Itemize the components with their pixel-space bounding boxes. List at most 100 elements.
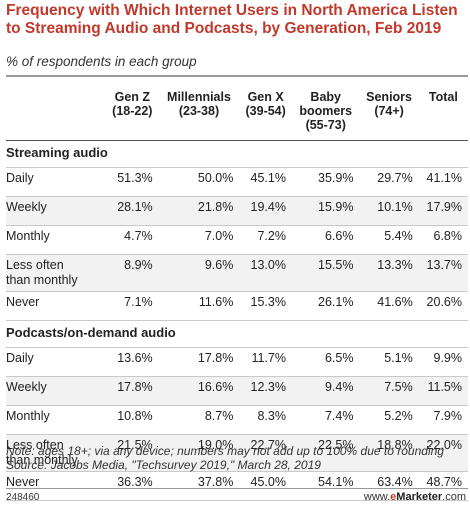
brand-e: e	[390, 491, 397, 503]
column-header-line: Total	[428, 90, 458, 104]
table-row: Daily 51.3% 50.0% 45.1% 35.9% 29.7% 41.1%	[6, 167, 468, 197]
data-cell: 4.7%	[106, 225, 159, 255]
data-cell: 26.1%	[291, 291, 360, 321]
data-cell: 13.3%	[359, 254, 419, 292]
data-cell: 10.8%	[106, 405, 159, 435]
data-cell: 45.1%	[239, 167, 292, 197]
section-header-row: Streaming audio	[6, 140, 468, 168]
column-header: Millennials (23-38)	[158, 90, 240, 141]
column-header-line: boomers	[299, 104, 353, 118]
data-cell: 12.3%	[239, 376, 292, 406]
row-label: Monthly	[6, 405, 106, 435]
row-label-line: Monthly	[6, 409, 50, 423]
column-header-line: (18-22)	[112, 104, 153, 118]
data-cell: 11.7%	[239, 347, 292, 377]
data-cell: 13.7%	[418, 254, 468, 292]
data-cell: 10.1%	[359, 196, 419, 226]
data-cell: 7.0%	[158, 225, 240, 255]
column-header: Gen Z (18-22)	[106, 90, 159, 141]
data-cell: 16.6%	[158, 376, 240, 406]
data-cell: 13.0%	[239, 254, 292, 292]
data-cell: 28.1%	[106, 196, 159, 226]
data-cell: 21.8%	[158, 196, 240, 226]
table-row: Never 7.1% 11.6% 15.3% 26.1% 41.6% 20.6%	[6, 291, 468, 321]
row-label-line: Monthly	[6, 229, 50, 243]
row-label-line: Daily	[6, 171, 34, 185]
row-label-line: Daily	[6, 351, 34, 365]
data-cell: 11.5%	[418, 376, 468, 406]
table-row: Less often than monthly 8.9% 9.6% 13.0% 15.5%…	[6, 254, 468, 292]
data-cell: 8.3%	[239, 405, 292, 435]
data-cell: 17.8%	[158, 347, 240, 377]
row-label-line: than monthly	[6, 453, 78, 467]
chart-id: 248460	[6, 492, 40, 503]
row-label: Less often than monthly	[6, 434, 106, 472]
data-cell: 22.5%	[291, 434, 360, 472]
column-header: Total	[418, 90, 468, 141]
column-header-line: (23-38)	[178, 104, 220, 118]
row-label-line: Weekly	[6, 380, 47, 394]
data-cell: 9.4%	[291, 376, 360, 406]
data-cell: 37.8%	[158, 471, 240, 501]
data-cell: 8.7%	[158, 405, 240, 435]
brand-suffix: .com	[442, 491, 466, 503]
column-header: Seniors (74+)	[359, 90, 419, 141]
section-header-row: Podcasts/on-demand audio	[6, 320, 468, 348]
row-label: Daily	[6, 167, 106, 197]
row-label-line: Never	[6, 295, 40, 309]
column-header: Baby boomers (55-73)	[291, 90, 360, 141]
column-header-line: Gen Z	[114, 90, 151, 104]
data-cell: 22.0%	[418, 434, 468, 472]
data-cell: 20.6%	[418, 291, 468, 321]
data-cell: 5.1%	[359, 347, 419, 377]
header-row: Gen Z (18-22) Millennials (23-38) Gen X (39-5…	[6, 90, 468, 141]
brand-prefix: www.	[363, 491, 391, 503]
column-header-line: (74+)	[374, 104, 404, 118]
data-cell: 50.0%	[158, 167, 240, 197]
row-label: Daily	[6, 347, 106, 377]
column-header-line: (39-54)	[245, 104, 286, 118]
source-text: Source: Jacobs Media, "Techsurvey 2019,"…	[6, 457, 321, 472]
data-cell: 13.6%	[106, 347, 159, 377]
data-cell: 9.6%	[158, 254, 240, 292]
data-cell: 54.1%	[291, 471, 360, 501]
column-header-line: Millennials	[167, 90, 231, 104]
data-cell: 22.7%	[239, 434, 292, 472]
row-label-line: Less often	[6, 258, 64, 272]
data-cell: 6.5%	[291, 347, 360, 377]
section-title: Streaming audio	[6, 140, 468, 168]
data-cell: 7.9%	[418, 405, 468, 435]
data-cell: 21.5%	[106, 434, 159, 472]
data-cell: 29.7%	[359, 167, 419, 197]
table-body: Streaming audio Daily 51.3% 50.0% 45.1% 35.9%…	[6, 140, 468, 501]
footer-divider	[6, 488, 468, 489]
row-label-line: than monthly	[6, 273, 78, 287]
data-cell: 5.2%	[359, 405, 419, 435]
table-row: Daily 13.6% 17.8% 11.7% 6.5% 5.1% 9.9%	[6, 347, 468, 377]
data-cell: 9.9%	[418, 347, 468, 377]
data-cell: 7.2%	[239, 225, 292, 255]
table-row: Monthly 4.7% 7.0% 7.2% 6.6% 5.4% 6.8%	[6, 225, 468, 255]
data-cell: 36.3%	[106, 471, 159, 501]
data-cell: 35.9%	[291, 167, 360, 197]
data-cell: 45.0%	[239, 471, 292, 501]
data-cell: 15.5%	[291, 254, 360, 292]
row-label-line: Never	[6, 475, 40, 489]
row-label: Weekly	[6, 376, 106, 406]
data-cell: 17.9%	[418, 196, 468, 226]
data-cell: 15.9%	[291, 196, 360, 226]
brand-name: Marketer	[396, 491, 443, 503]
table-row: Never 36.3% 37.8% 45.0% 54.1% 63.4% 48.7%	[6, 471, 468, 501]
data-cell: 11.6%	[158, 291, 240, 321]
data-cell: 15.3%	[239, 291, 292, 321]
note-text: Note: ages 18+; via any device; numbers …	[6, 444, 444, 458]
row-label: Weekly	[6, 196, 106, 226]
brand-logo: www.eMarketer.com	[364, 491, 466, 503]
data-cell: 7.5%	[359, 376, 419, 406]
data-cell: 5.4%	[359, 225, 419, 255]
row-label-line: Weekly	[6, 200, 47, 214]
data-cell: 18.8%	[359, 434, 419, 472]
row-label: Never	[6, 291, 106, 321]
data-cell: 6.8%	[418, 225, 468, 255]
